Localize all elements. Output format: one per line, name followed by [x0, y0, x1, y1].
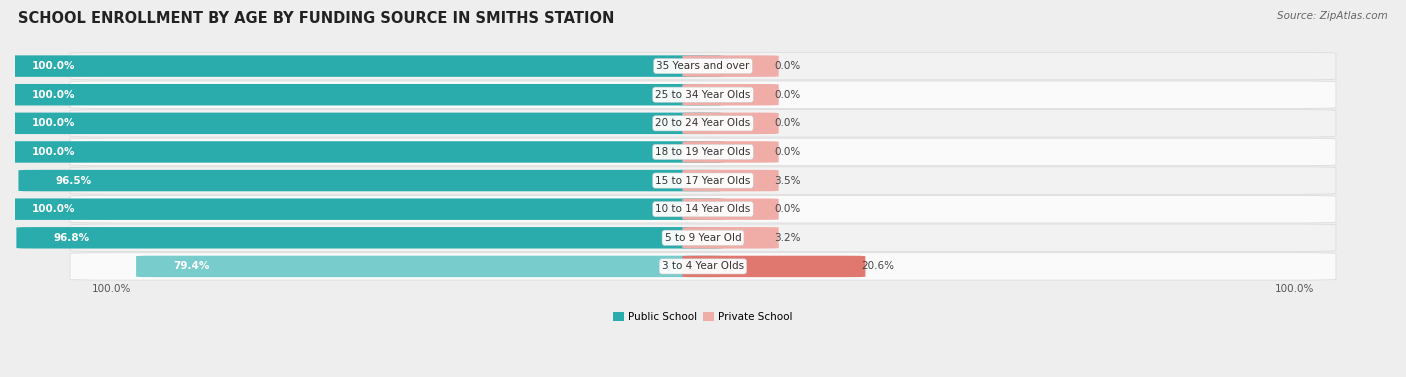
FancyBboxPatch shape: [682, 84, 779, 106]
Text: 96.8%: 96.8%: [53, 233, 90, 243]
Text: 18 to 19 Year Olds: 18 to 19 Year Olds: [655, 147, 751, 157]
Text: 25 to 34 Year Olds: 25 to 34 Year Olds: [655, 90, 751, 100]
Text: 0.0%: 0.0%: [775, 61, 801, 71]
FancyBboxPatch shape: [682, 170, 779, 191]
FancyBboxPatch shape: [0, 113, 724, 134]
FancyBboxPatch shape: [0, 84, 724, 106]
FancyBboxPatch shape: [70, 81, 1336, 109]
Text: Source: ZipAtlas.com: Source: ZipAtlas.com: [1277, 11, 1388, 21]
Text: 96.5%: 96.5%: [56, 176, 91, 185]
Text: 15 to 17 Year Olds: 15 to 17 Year Olds: [655, 176, 751, 185]
FancyBboxPatch shape: [682, 141, 779, 163]
Legend: Public School, Private School: Public School, Private School: [609, 308, 797, 326]
Text: 3 to 4 Year Olds: 3 to 4 Year Olds: [662, 261, 744, 271]
Text: 5 to 9 Year Old: 5 to 9 Year Old: [665, 233, 741, 243]
FancyBboxPatch shape: [18, 170, 724, 191]
FancyBboxPatch shape: [682, 55, 779, 77]
Text: 0.0%: 0.0%: [775, 90, 801, 100]
FancyBboxPatch shape: [682, 256, 865, 277]
Text: 100.0%: 100.0%: [31, 118, 75, 128]
Text: 20 to 24 Year Olds: 20 to 24 Year Olds: [655, 118, 751, 128]
Text: 0.0%: 0.0%: [775, 118, 801, 128]
Text: 100.0%: 100.0%: [31, 204, 75, 214]
Text: 100.0%: 100.0%: [31, 147, 75, 157]
Text: 3.2%: 3.2%: [775, 233, 801, 243]
FancyBboxPatch shape: [70, 138, 1336, 166]
Text: SCHOOL ENROLLMENT BY AGE BY FUNDING SOURCE IN SMITHS STATION: SCHOOL ENROLLMENT BY AGE BY FUNDING SOUR…: [18, 11, 614, 26]
Text: 3.5%: 3.5%: [775, 176, 801, 185]
FancyBboxPatch shape: [70, 253, 1336, 280]
Text: 100.0%: 100.0%: [31, 90, 75, 100]
Text: 100.0%: 100.0%: [31, 61, 75, 71]
FancyBboxPatch shape: [70, 195, 1336, 223]
FancyBboxPatch shape: [0, 198, 724, 220]
Text: 0.0%: 0.0%: [775, 147, 801, 157]
FancyBboxPatch shape: [70, 110, 1336, 137]
Text: 35 Years and over: 35 Years and over: [657, 61, 749, 71]
FancyBboxPatch shape: [136, 256, 724, 277]
FancyBboxPatch shape: [17, 227, 724, 248]
FancyBboxPatch shape: [70, 224, 1336, 251]
FancyBboxPatch shape: [70, 52, 1336, 80]
Text: 79.4%: 79.4%: [173, 261, 209, 271]
FancyBboxPatch shape: [70, 167, 1336, 194]
FancyBboxPatch shape: [0, 141, 724, 163]
FancyBboxPatch shape: [682, 198, 779, 220]
FancyBboxPatch shape: [682, 113, 779, 134]
FancyBboxPatch shape: [0, 55, 724, 77]
Text: 10 to 14 Year Olds: 10 to 14 Year Olds: [655, 204, 751, 214]
Text: 20.6%: 20.6%: [862, 261, 894, 271]
FancyBboxPatch shape: [682, 227, 779, 248]
Text: 0.0%: 0.0%: [775, 204, 801, 214]
